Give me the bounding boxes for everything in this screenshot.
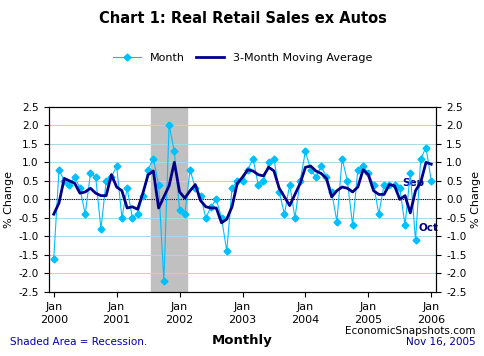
Text: EconomicSnapshots.com: EconomicSnapshots.com bbox=[344, 326, 474, 336]
3-Month Moving Average bbox=[182, 196, 187, 200]
Y-axis label: % Change: % Change bbox=[470, 171, 480, 228]
3-Month Moving Average bbox=[250, 169, 256, 173]
Month bbox=[375, 212, 381, 216]
Text: 2004: 2004 bbox=[291, 315, 319, 325]
Text: Nov 16, 2005: Nov 16, 2005 bbox=[405, 337, 474, 347]
Month bbox=[166, 123, 172, 127]
Month bbox=[187, 168, 193, 172]
Text: Monthly: Monthly bbox=[212, 334, 272, 347]
Month bbox=[250, 157, 256, 161]
Text: Chart 1: Real Retail Sales ex Autos: Chart 1: Real Retail Sales ex Autos bbox=[98, 11, 386, 26]
3-Month Moving Average bbox=[218, 221, 224, 225]
Text: Sep: Sep bbox=[402, 178, 424, 188]
Month bbox=[135, 212, 140, 216]
Line: Month: Month bbox=[51, 123, 433, 283]
Text: Shaded Area = Recession.: Shaded Area = Recession. bbox=[10, 337, 147, 347]
Bar bbox=[151, 107, 187, 292]
3-Month Moving Average bbox=[51, 212, 57, 216]
3-Month Moving Average bbox=[171, 160, 177, 164]
Text: 2002: 2002 bbox=[165, 315, 193, 325]
Legend: Month, 3-Month Moving Average: Month, 3-Month Moving Average bbox=[108, 48, 376, 67]
Text: 2006: 2006 bbox=[416, 315, 444, 325]
Text: 2005: 2005 bbox=[353, 315, 381, 325]
3-Month Moving Average bbox=[375, 192, 381, 197]
Text: 2001: 2001 bbox=[103, 315, 131, 325]
Month bbox=[161, 279, 166, 283]
Y-axis label: % Change: % Change bbox=[4, 171, 14, 228]
Line: 3-Month Moving Average: 3-Month Moving Average bbox=[54, 162, 430, 223]
Month bbox=[51, 256, 57, 261]
3-Month Moving Average bbox=[401, 194, 407, 198]
3-Month Moving Average bbox=[135, 207, 140, 211]
3-Month Moving Average bbox=[386, 182, 392, 187]
Month bbox=[427, 179, 433, 183]
Month bbox=[401, 223, 407, 227]
3-Month Moving Average bbox=[427, 162, 433, 166]
Text: Oct: Oct bbox=[417, 223, 437, 233]
Month bbox=[386, 182, 392, 187]
Text: 2003: 2003 bbox=[228, 315, 256, 325]
Text: 2000: 2000 bbox=[40, 315, 68, 325]
